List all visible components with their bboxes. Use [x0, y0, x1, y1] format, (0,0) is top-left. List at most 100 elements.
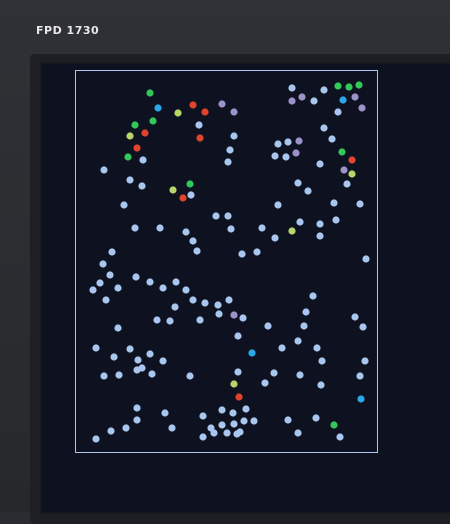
- dot: [172, 278, 180, 286]
- dot: [201, 299, 209, 307]
- dot: [159, 357, 167, 365]
- display-frame: [75, 70, 378, 453]
- dot: [296, 218, 304, 226]
- dot: [169, 186, 177, 194]
- dot: [189, 101, 197, 109]
- dot: [278, 344, 286, 352]
- dot: [131, 121, 139, 129]
- dot: [195, 121, 203, 129]
- dot: [330, 421, 338, 429]
- dot: [132, 273, 140, 281]
- dot: [336, 433, 344, 441]
- dot: [274, 140, 282, 148]
- dot: [334, 82, 342, 90]
- dot: [89, 286, 97, 294]
- dot: [139, 156, 147, 164]
- dot: [313, 344, 321, 352]
- dot: [240, 417, 248, 425]
- dot: [351, 93, 359, 101]
- dot: [288, 84, 296, 92]
- dot: [310, 97, 318, 105]
- dot: [229, 409, 237, 417]
- dot: [114, 324, 122, 332]
- dot: [238, 250, 246, 258]
- dot: [92, 435, 100, 443]
- dot: [126, 132, 134, 140]
- dot: [338, 148, 346, 156]
- dot: [355, 81, 363, 89]
- dot: [340, 166, 348, 174]
- dot: [332, 216, 340, 224]
- dot: [196, 134, 204, 142]
- dot: [212, 212, 220, 220]
- dot: [171, 303, 179, 311]
- dot: [233, 430, 241, 438]
- dot: [187, 191, 195, 199]
- dot: [189, 296, 197, 304]
- dot: [196, 316, 204, 324]
- dot: [182, 286, 190, 294]
- dot: [271, 152, 279, 160]
- dot: [318, 357, 326, 365]
- dot: [357, 395, 365, 403]
- dot: [201, 108, 209, 116]
- dot: [115, 371, 123, 379]
- dot: [154, 104, 162, 112]
- monitor-screen: [40, 62, 450, 514]
- dot: [99, 260, 107, 268]
- dot: [328, 135, 336, 143]
- dot: [348, 156, 356, 164]
- dot: [361, 357, 369, 365]
- dot: [186, 180, 194, 188]
- dot: [224, 158, 232, 166]
- dot: [294, 429, 302, 437]
- dot: [316, 160, 324, 168]
- dot: [166, 317, 174, 325]
- dot: [227, 225, 235, 233]
- dot: [296, 371, 304, 379]
- dot: [133, 416, 141, 424]
- dot: [138, 364, 146, 372]
- dot: [302, 308, 310, 316]
- dot: [284, 138, 292, 146]
- dot: [230, 311, 238, 319]
- dot: [294, 179, 302, 187]
- dot: [189, 237, 197, 245]
- dot: [320, 124, 328, 132]
- dot: [148, 370, 156, 378]
- dot: [218, 406, 226, 414]
- dot: [225, 296, 233, 304]
- dot: [106, 271, 114, 279]
- dot: [182, 228, 190, 236]
- dot-field: [89, 81, 370, 443]
- dot: [223, 429, 231, 437]
- dot: [356, 372, 364, 380]
- dot: [161, 409, 169, 417]
- dot: [100, 372, 108, 380]
- dot: [294, 337, 302, 345]
- dot: [230, 132, 238, 140]
- dot: [356, 200, 364, 208]
- dot: [282, 153, 290, 161]
- dot: [359, 323, 367, 331]
- dot: [124, 153, 132, 161]
- dot: [258, 224, 266, 232]
- dot: [153, 316, 161, 324]
- dot: [345, 83, 353, 91]
- dot: [186, 372, 194, 380]
- monitor-brand-label: FPD 1730: [36, 24, 100, 37]
- dot: [362, 255, 370, 263]
- dot: [334, 108, 342, 116]
- dot: [149, 117, 157, 125]
- dot: [234, 332, 242, 340]
- dot: [234, 368, 242, 376]
- dot: [250, 417, 258, 425]
- dot: [179, 194, 187, 202]
- dot: [100, 166, 108, 174]
- dot: [210, 429, 218, 437]
- dot: [316, 232, 324, 240]
- dot: [146, 89, 154, 97]
- dot: [107, 427, 115, 435]
- dot: [214, 301, 222, 309]
- dot: [242, 405, 250, 413]
